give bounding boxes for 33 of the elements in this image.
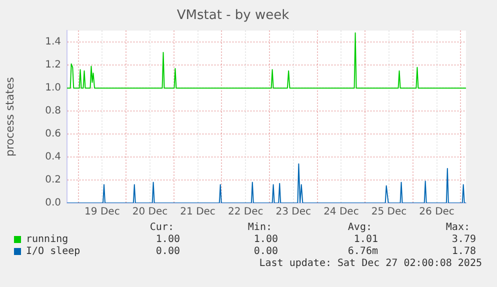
y-tick-label: 0.4 <box>45 152 61 163</box>
text: 3.79 <box>452 234 476 246</box>
y-tick-label: 1.4 <box>45 36 61 48</box>
x-tick-label: 24 Dec <box>324 206 359 218</box>
text: 6.76m <box>348 246 378 258</box>
y-axis-title: process states <box>3 76 16 156</box>
x-tick-label: 23 Dec <box>276 206 312 218</box>
y-tick-label: 0.0 <box>45 198 61 209</box>
y-tick-label: 1.0 <box>45 82 61 94</box>
x-tick-label: 20 Dec <box>132 206 168 218</box>
y-tick-label: 0.2 <box>45 174 61 186</box>
text: Cur: <box>150 222 174 234</box>
text: 1.01 <box>354 234 378 246</box>
text: 0.00 <box>156 246 180 258</box>
x-tick-label: 19 Dec <box>84 206 120 218</box>
text: 1.00 <box>254 234 278 246</box>
x-tick-label: 25 Dec <box>371 206 407 218</box>
y-tick-label: 1.2 <box>45 60 61 71</box>
text: 1.00 <box>156 234 180 246</box>
text: 0.00 <box>254 246 278 258</box>
legend-label: I/O sleep <box>26 246 80 258</box>
text: 1.78 <box>452 246 476 258</box>
x-tick-label: 26 Dec <box>419 206 454 218</box>
x-tick-label: 21 Dec <box>180 206 216 218</box>
text: Last update: Sat Dec 27 02:00:08 2025 <box>259 258 482 270</box>
chart-title: VMstat - by week <box>176 8 290 24</box>
x-tick-label: 22 Dec <box>228 206 264 218</box>
legend-label: running <box>26 234 68 246</box>
text: Min: <box>248 222 272 234</box>
y-tick-label: 0.6 <box>45 128 61 140</box>
text: Avg: <box>348 222 372 234</box>
y-tick-label: 0.8 <box>45 106 61 117</box>
text: Max: <box>446 222 470 234</box>
